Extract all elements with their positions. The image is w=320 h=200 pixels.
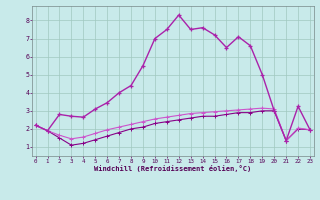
X-axis label: Windchill (Refroidissement éolien,°C): Windchill (Refroidissement éolien,°C): [94, 165, 252, 172]
